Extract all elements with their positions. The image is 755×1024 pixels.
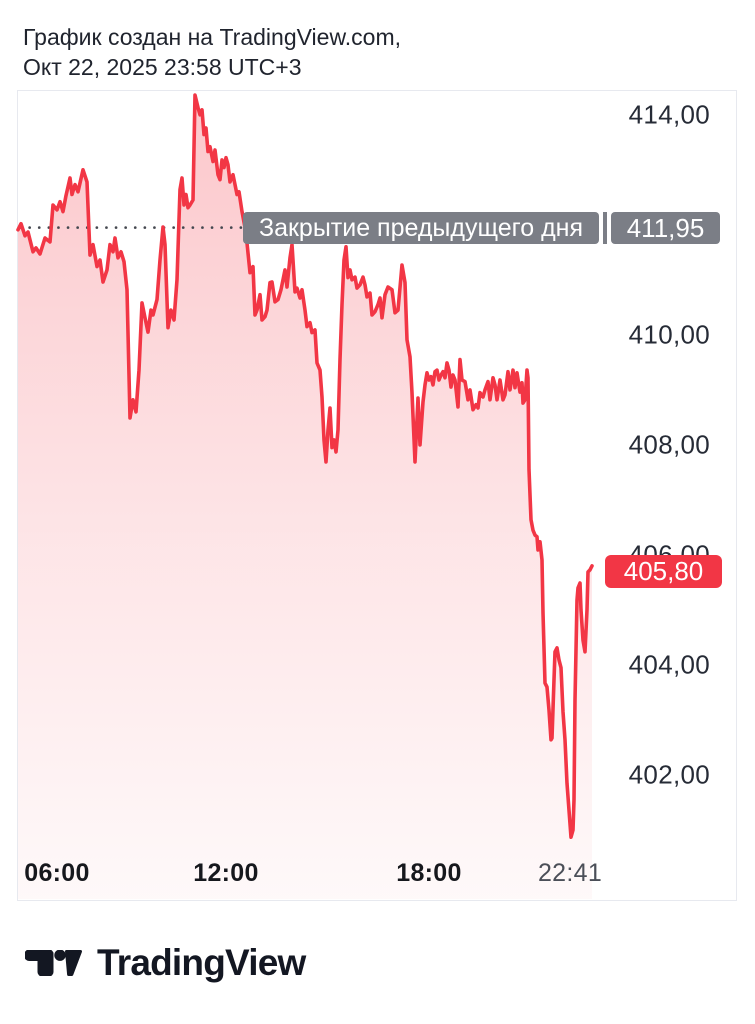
price-chart-area[interactable] (16, 90, 737, 901)
chart-attribution: График создан на TradingView.com, Окт 22… (23, 22, 401, 82)
x-tick-18_00: 18:00 (396, 859, 462, 887)
prev-close-marker: Закрытие предыдущего дня 411,95 (243, 211, 720, 244)
last-price-badge: 405,80 (605, 554, 722, 588)
price-line (16, 93, 594, 839)
tradingview-logo-icon (25, 950, 82, 976)
price-area-fill (18, 95, 592, 899)
tradingview-wordmark: TradingView (97, 942, 306, 983)
attribution-line-1: График создан на TradingView.com, (23, 24, 402, 50)
x-tick-12_00: 12:00 (193, 859, 259, 887)
y-tick-402_00: 402,00 (628, 759, 710, 790)
y-tick-410_00: 410,00 (628, 319, 710, 350)
y-tick-404_00: 404,00 (628, 649, 710, 680)
x-tick-06_00: 06:00 (24, 859, 90, 887)
prev-close-value-badge: 411,95 (611, 211, 720, 244)
prev-close-label: Закрытие предыдущего дня (243, 211, 599, 244)
attribution-line-2: Окт 22, 2025 23:58 UTC+3 (23, 54, 302, 80)
prev-close-divider (603, 211, 607, 244)
y-tick-408_00: 408,00 (628, 429, 710, 460)
x-tick-22_41: 22:41 (537, 859, 603, 887)
tradingview-logo[interactable]: TradingView (25, 941, 306, 985)
y-tick-414_00: 414,00 (628, 99, 710, 130)
